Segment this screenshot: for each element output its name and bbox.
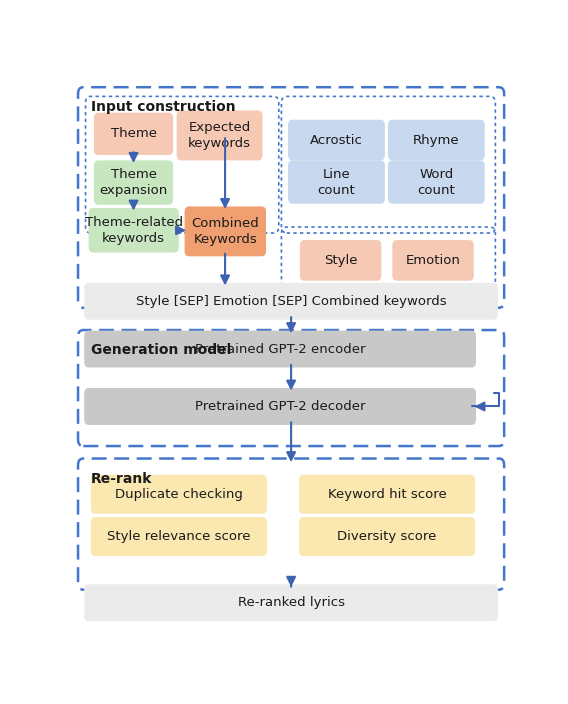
FancyBboxPatch shape	[84, 388, 476, 425]
Text: Expected
keywords: Expected keywords	[188, 121, 251, 150]
Text: Theme-related
keywords: Theme-related keywords	[85, 216, 183, 245]
FancyBboxPatch shape	[84, 283, 498, 320]
Text: Input construction: Input construction	[91, 100, 236, 114]
Text: Style: Style	[324, 254, 357, 267]
FancyBboxPatch shape	[288, 120, 385, 161]
Text: Rhyme: Rhyme	[413, 134, 460, 146]
Text: Theme
expansion: Theme expansion	[99, 168, 168, 197]
FancyBboxPatch shape	[84, 331, 476, 367]
Text: Diversity score: Diversity score	[337, 530, 437, 543]
Text: Emotion: Emotion	[406, 254, 461, 267]
Text: Pretrained GPT-2 decoder: Pretrained GPT-2 decoder	[195, 400, 365, 413]
FancyBboxPatch shape	[84, 584, 498, 621]
FancyBboxPatch shape	[91, 474, 267, 514]
Text: Style relevance score: Style relevance score	[107, 530, 250, 543]
Text: Duplicate checking: Duplicate checking	[115, 488, 243, 501]
Text: Re-ranked lyrics: Re-ranked lyrics	[237, 596, 345, 609]
FancyBboxPatch shape	[299, 517, 475, 556]
FancyBboxPatch shape	[300, 240, 381, 281]
FancyBboxPatch shape	[388, 161, 485, 203]
Text: Word
count: Word count	[417, 168, 455, 196]
Text: Combined
Keywords: Combined Keywords	[191, 217, 259, 246]
FancyBboxPatch shape	[177, 111, 262, 161]
Text: Style [SEP] Emotion [SEP] Combined keywords: Style [SEP] Emotion [SEP] Combined keywo…	[136, 295, 446, 308]
Text: Theme: Theme	[111, 127, 157, 140]
FancyBboxPatch shape	[94, 113, 173, 155]
FancyBboxPatch shape	[94, 161, 173, 205]
FancyBboxPatch shape	[91, 517, 267, 556]
Text: Re-rank: Re-rank	[91, 472, 153, 486]
FancyBboxPatch shape	[299, 474, 475, 514]
FancyBboxPatch shape	[185, 206, 266, 256]
Text: Acrostic: Acrostic	[310, 134, 363, 146]
FancyBboxPatch shape	[392, 240, 474, 281]
Text: Pretrained GPT-2 encoder: Pretrained GPT-2 encoder	[195, 343, 365, 356]
FancyBboxPatch shape	[388, 120, 485, 161]
FancyBboxPatch shape	[89, 208, 179, 253]
Text: Generation model: Generation model	[91, 343, 232, 357]
Text: Line
count: Line count	[318, 168, 356, 196]
Text: Keyword hit score: Keyword hit score	[328, 488, 446, 501]
FancyBboxPatch shape	[288, 161, 385, 203]
